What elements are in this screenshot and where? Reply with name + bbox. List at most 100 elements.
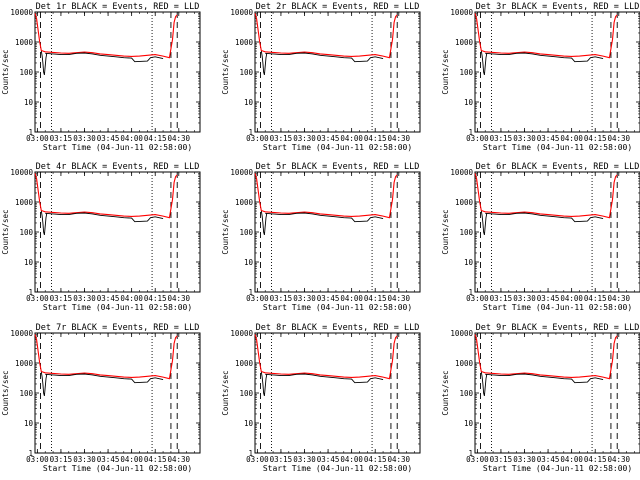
x-tick-label: 04:30	[167, 455, 190, 464]
x-axis-title: Start Time (04-Jun-11 02:58:00)	[483, 143, 632, 152]
panel-6: Det 6r BLACK = Events, RED = LLD 1 10 100 10…	[441, 162, 640, 312]
y-tick-label: 1	[468, 449, 473, 458]
y-tick-label: 1000	[15, 38, 34, 47]
y-tick-label: 1000	[455, 359, 474, 368]
x-tick-label: 03:15	[270, 294, 293, 303]
x-tick-label: 04:30	[607, 294, 630, 303]
y-tick-label: 10000	[230, 8, 253, 17]
y-tick-label: 1	[28, 288, 33, 297]
x-tick-label: 03:00	[26, 294, 49, 303]
x-tick-label: 04:00	[120, 134, 143, 143]
x-tick-label: 04:15	[144, 455, 167, 464]
x-tick-label: 03:15	[490, 134, 513, 143]
x-axis-title: Start Time (04-Jun-11 02:58:00)	[483, 464, 632, 473]
plot-frame	[34, 11, 201, 133]
y-tick-label: 10000	[230, 329, 253, 338]
series-line-2	[265, 212, 384, 223]
x-tick-label: 03:00	[246, 134, 269, 143]
x-tick-label: 03:00	[466, 455, 489, 464]
series-line-2	[485, 373, 604, 384]
x-tick-label: 03:45	[317, 455, 340, 464]
x-tick-label: 04:30	[607, 134, 630, 143]
panel-title: Det 7r BLACK = Events, RED = LLD	[36, 323, 200, 333]
x-tick-label: 04:00	[340, 134, 363, 143]
x-tick-label: 03:45	[317, 294, 340, 303]
y-tick-label: 10000	[10, 8, 33, 17]
x-tick-label: 04:00	[560, 134, 583, 143]
y-tick-label: 1000	[235, 198, 254, 207]
panel-8: Det 8r BLACK = Events, RED = LLD 1 10 100 10…	[221, 323, 421, 473]
x-tick-label: 04:00	[340, 294, 363, 303]
x-tick-label: 04:15	[144, 294, 167, 303]
series-line-2	[265, 373, 384, 384]
series-line-2	[45, 52, 164, 63]
series-line-2	[45, 373, 164, 384]
panel-title: Det 1r BLACK = Events, RED = LLD	[36, 2, 200, 12]
x-tick-label: 03:30	[73, 134, 96, 143]
y-tick-label: 10	[464, 258, 474, 267]
panel-title: Det 4r BLACK = Events, RED = LLD	[36, 162, 200, 172]
panel-1: Det 1r BLACK = Events, RED = LLD 1 10 100 10…	[1, 2, 201, 152]
y-tick-label: 100	[239, 68, 253, 77]
panel-3: Det 3r BLACK = Events, RED = LLD 1 10 100 10…	[441, 2, 640, 152]
x-tick-label: 03:30	[513, 134, 536, 143]
x-tick-label: 03:15	[270, 134, 293, 143]
y-tick-label: 10000	[450, 168, 473, 177]
y-tick-label: 1000	[15, 198, 34, 207]
series-line-1	[474, 173, 618, 219]
plot-frame	[474, 11, 640, 133]
y-tick-label: 1000	[15, 359, 34, 368]
x-tick-label: 03:15	[50, 294, 73, 303]
y-tick-label: 10	[244, 419, 254, 428]
x-tick-label: 03:00	[246, 294, 269, 303]
y-tick-label: 100	[239, 389, 253, 398]
x-axis-title: Start Time (04-Jun-11 02:58:00)	[483, 303, 632, 312]
plot-frame	[254, 332, 421, 454]
x-tick-label: 03:30	[293, 134, 316, 143]
x-tick-label: 04:30	[167, 294, 190, 303]
x-tick-label: 04:15	[364, 134, 387, 143]
series-line-1	[254, 13, 398, 59]
y-tick-label: 10	[464, 98, 474, 107]
x-tick-label: 03:00	[466, 134, 489, 143]
series-line-3	[40, 210, 48, 236]
series-line-3	[260, 210, 268, 236]
y-tick-label: 10	[24, 258, 34, 267]
x-tick-label: 04:15	[364, 294, 387, 303]
x-tick-label: 04:00	[560, 294, 583, 303]
y-tick-label: 10	[244, 258, 254, 267]
x-tick-label: 03:30	[293, 455, 316, 464]
series-line-1	[254, 173, 398, 219]
x-tick-label: 03:45	[317, 134, 340, 143]
series-line-1	[254, 334, 398, 380]
plot-frame	[254, 11, 421, 133]
series-line-1	[34, 173, 178, 219]
x-tick-label: 04:00	[120, 294, 143, 303]
y-tick-label: 1	[468, 128, 473, 137]
x-tick-label: 04:30	[387, 455, 410, 464]
y-tick-label: 10000	[10, 168, 33, 177]
y-tick-label: 10	[24, 419, 34, 428]
x-tick-label: 04:30	[607, 455, 630, 464]
x-axis-title: Start Time (04-Jun-11 02:58:00)	[263, 143, 412, 152]
y-tick-label: 10	[244, 98, 254, 107]
y-tick-label: 1	[468, 288, 473, 297]
panel-title: Det 6r BLACK = Events, RED = LLD	[476, 162, 640, 172]
y-tick-label: 1	[248, 128, 253, 137]
x-tick-label: 04:15	[364, 455, 387, 464]
x-tick-label: 03:15	[490, 455, 513, 464]
y-tick-label: 1	[248, 288, 253, 297]
x-tick-label: 04:00	[120, 455, 143, 464]
panel-2: Det 2r BLACK = Events, RED = LLD 1 10 100 10…	[221, 2, 421, 152]
plot-frame	[254, 171, 421, 293]
series-line-1	[34, 13, 178, 59]
x-tick-label: 03:15	[50, 455, 73, 464]
y-axis-title: Counts/sec	[441, 49, 450, 94]
series-line-1	[34, 334, 178, 380]
plot-frame	[34, 332, 201, 454]
panel-4: Det 4r BLACK = Events, RED = LLD 1 10 100 10…	[1, 162, 201, 312]
panel-5: Det 5r BLACK = Events, RED = LLD 1 10 100 10…	[221, 162, 421, 312]
x-tick-label: 03:15	[50, 134, 73, 143]
y-axis-title: Counts/sec	[441, 370, 450, 415]
y-tick-label: 1000	[455, 38, 474, 47]
